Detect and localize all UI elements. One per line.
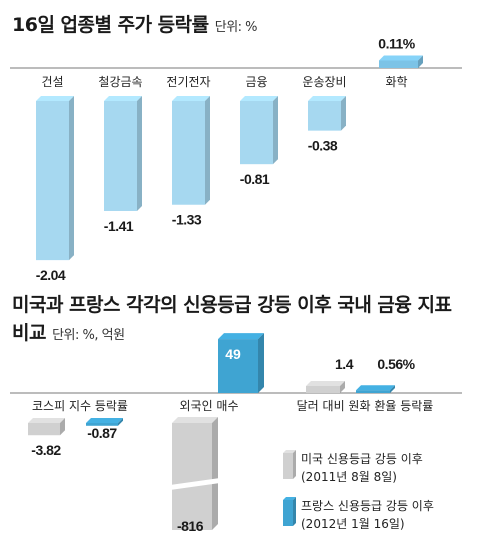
chart2-bar-us-2-front <box>306 386 340 393</box>
chart2-title-line2: 비교 단위: %, 억원 <box>12 318 125 345</box>
chart1-bar-0 <box>36 96 74 261</box>
chart1-value-label-3: -0.81 <box>240 171 270 187</box>
chart1-bar-5-top <box>379 55 423 61</box>
chart2-unit: 단위: %, 억원 <box>52 328 125 343</box>
chart2-bar-us-1-side <box>212 417 218 530</box>
chart1-bar-4-top <box>308 96 346 101</box>
chart2-value-label-fr-0: -0.87 <box>87 425 117 441</box>
chart1-category-label-5: 화학 <box>385 75 407 89</box>
chart2-bar-us-0 <box>28 418 65 436</box>
chart1-value-label-2: -1.33 <box>172 212 202 228</box>
chart1-bar-1-side <box>137 96 142 211</box>
chart2-legend-label-0: 미국 신용등급 강등 이후 <box>301 452 423 466</box>
chart1-bar-1-top <box>104 96 142 101</box>
chart1-bar-4-side <box>341 96 346 131</box>
chart2-bar-fr-2-side <box>390 385 395 393</box>
chart2-legend-swatch-1-side <box>293 497 296 526</box>
chart1-svg: -2.04 건설 -1.41 철강금속 -1.33 전기전자 -0.81 금융 -0.38 운송장… <box>10 36 462 283</box>
chart2-bar-us-0-top <box>28 418 65 423</box>
chart1-value-label-4: -0.38 <box>308 138 338 154</box>
chart1-category-label-1: 철강금속 <box>98 75 142 89</box>
chart2-legend-swatch-0-top <box>283 450 296 453</box>
chart2-bar-fr-1 <box>218 333 264 393</box>
chart2-bar-us-2-side <box>340 381 345 393</box>
chart2-bar-fr-0-side <box>118 418 123 426</box>
chart1-bar-4 <box>308 96 346 131</box>
chart1-bar-5-side <box>418 55 423 68</box>
chart2-value-label-fr-2: 0.56% <box>377 356 415 372</box>
chart2-bar-us-0-front <box>28 423 60 436</box>
chart1-value-label-0: -2.04 <box>36 267 66 283</box>
chart2-bar-fr-0 <box>86 418 123 426</box>
chart2-value-label-us-1: -816 <box>177 518 204 534</box>
chart1-title: 16일 업종별 주가 등락률 단위: % <box>12 10 258 37</box>
chart2-category-label-1: 외국인 매수 <box>179 399 238 413</box>
chart1-title-text: 16일 업종별 주가 등락률 <box>12 14 209 36</box>
chart2-bar-fr-0-top <box>86 418 123 423</box>
chart2-value-label-us-0: -3.82 <box>31 442 61 458</box>
chart1-bar-4-front <box>308 101 341 131</box>
chart1-bar-3-side <box>273 96 278 165</box>
chart1-bar-5 <box>379 55 423 68</box>
chart1-bar-0-front <box>36 101 69 261</box>
chart2-bar-us-1 <box>170 417 220 530</box>
chart1-value-label-1: -1.41 <box>104 218 134 234</box>
chart1-bar-3 <box>240 96 278 165</box>
chart2-legend-swatch-0 <box>283 450 296 479</box>
chart2-legend-swatch-0-front <box>283 453 293 479</box>
chart1-bar-2 <box>172 96 210 205</box>
chart2-bar-fr-1-side <box>258 333 264 393</box>
chart2-category-label-2: 달러 대비 원화 환율 등락률 <box>297 399 434 413</box>
chart2-bar-fr-2-top <box>356 385 395 391</box>
chart2-legend-sublabel-1: (2012년 1월 16일) <box>301 517 405 531</box>
chart1-bar-0-side <box>69 96 74 261</box>
chart2-legend-label-1: 프랑스 신용등급 강등 이후 <box>301 499 434 513</box>
chart2-legend-swatch-1 <box>283 497 296 526</box>
chart1-bar-1-front <box>104 101 137 211</box>
chart2-title-line2-text: 비교 <box>12 322 46 344</box>
chart1-unit: 단위: % <box>214 20 258 35</box>
chart2-bar-fr-1-front <box>218 339 258 393</box>
chart2-legend-swatch-1-front <box>283 500 293 526</box>
chart1-category-label-3: 금융 <box>245 75 267 89</box>
chart1-bar-2-front <box>172 101 205 205</box>
chart1-category-label-0: 건설 <box>41 75 63 89</box>
chart2-legend-swatch-0-side <box>293 450 296 479</box>
chart2-value-label-fr-1: 49 <box>225 346 241 362</box>
chart1-bar-3-top <box>240 96 278 101</box>
chart2-bar-us-1-top <box>172 417 218 423</box>
chart1-bar-5-front <box>379 60 418 68</box>
chart2-bar-fr-0-front <box>86 423 118 426</box>
chart2-title-line1: 미국과 프랑스 각각의 신용등급 강등 이후 국내 금융 지표 <box>12 294 452 316</box>
chart2-category-label-0: 코스피 지수 등락률 <box>32 399 128 413</box>
chart1-category-label-4: 운송장비 <box>302 75 346 89</box>
chart2-bar-fr-2 <box>356 385 395 393</box>
chart1-bar-2-top <box>172 96 210 101</box>
chart1-value-label-5: 0.11% <box>378 36 415 52</box>
chart1-bar-2-side <box>205 96 210 205</box>
chart2-bar-us-0-side <box>60 418 65 436</box>
chart2-value-label-us-2: 1.4 <box>335 356 354 372</box>
chart2-bar-us-2-top <box>306 381 345 386</box>
chart1-category-label-2: 전기전자 <box>166 75 210 89</box>
chart2-bar-us-2 <box>306 381 345 393</box>
chart2-bar-us-1-front <box>172 423 212 530</box>
chart2-legend-swatch-1-top <box>283 497 296 500</box>
chart1-bar-3-front <box>240 101 273 165</box>
chart2-bar-us-1-break <box>170 478 220 490</box>
chart2-legend-sublabel-0: (2011년 8월 8일) <box>301 470 397 484</box>
chart1-bar-1 <box>104 96 142 211</box>
chart2-bar-fr-1-top <box>218 333 264 340</box>
chart1-bar-0-top <box>36 96 74 101</box>
chart2-bar-fr-2-front <box>356 390 390 393</box>
